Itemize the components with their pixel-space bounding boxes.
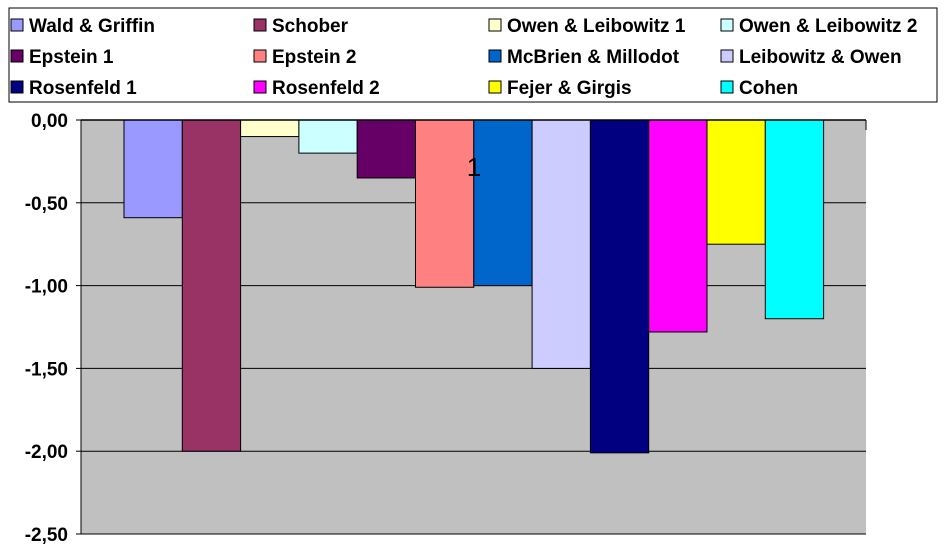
bar xyxy=(123,119,183,219)
legend-label: Fejer & Girgis xyxy=(507,78,632,99)
bar xyxy=(298,119,358,154)
legend-swatch xyxy=(720,80,734,94)
legend-swatch xyxy=(488,80,502,94)
bar xyxy=(181,119,242,452)
bar xyxy=(356,119,417,179)
legend-swatch xyxy=(253,49,267,63)
legend-label: Cohen xyxy=(739,78,798,99)
bar xyxy=(589,119,650,454)
legend-swatch xyxy=(253,80,267,94)
legend-swatch xyxy=(10,49,24,63)
legend-swatch xyxy=(488,18,502,32)
y-tick-label: 0,00 xyxy=(31,111,68,132)
legend-swatch xyxy=(488,49,502,63)
legend-label: Rosenfeld 2 xyxy=(272,78,380,99)
legend-swatch xyxy=(10,18,24,32)
legend-label: Wald & Griffin xyxy=(29,16,155,37)
y-tick-label: -1,50 xyxy=(25,359,68,380)
legend-swatch xyxy=(720,49,734,63)
legend-label: Leibowitz & Owen xyxy=(739,47,902,68)
legend-swatch xyxy=(253,18,267,32)
bar xyxy=(415,119,475,288)
legend-label: Schober xyxy=(272,16,349,37)
legend-label: Owen & Leibowitz 1 xyxy=(507,16,686,37)
legend-label: Owen & Leibowitz 2 xyxy=(739,16,917,37)
legend-swatch xyxy=(720,18,734,32)
legend-label: Rosenfeld 1 xyxy=(29,78,137,99)
legend-label: McBrien & Millodot xyxy=(507,47,680,68)
legend-label: Epstein 1 xyxy=(29,47,114,68)
y-tick-label: -0,50 xyxy=(25,194,68,215)
bar xyxy=(240,119,300,138)
y-tick-label: -1,00 xyxy=(25,277,68,298)
bar xyxy=(648,119,708,333)
bar xyxy=(531,119,591,369)
y-tick-label: -2,50 xyxy=(25,525,68,546)
y-tick-label: -2,00 xyxy=(25,442,68,463)
x-category-label: 1 xyxy=(467,152,481,182)
bar xyxy=(473,119,533,287)
legend-label: Epstein 2 xyxy=(272,47,356,68)
bar xyxy=(706,119,766,245)
bar xyxy=(764,119,825,320)
legend-swatch xyxy=(10,80,24,94)
legend-box xyxy=(8,7,938,103)
